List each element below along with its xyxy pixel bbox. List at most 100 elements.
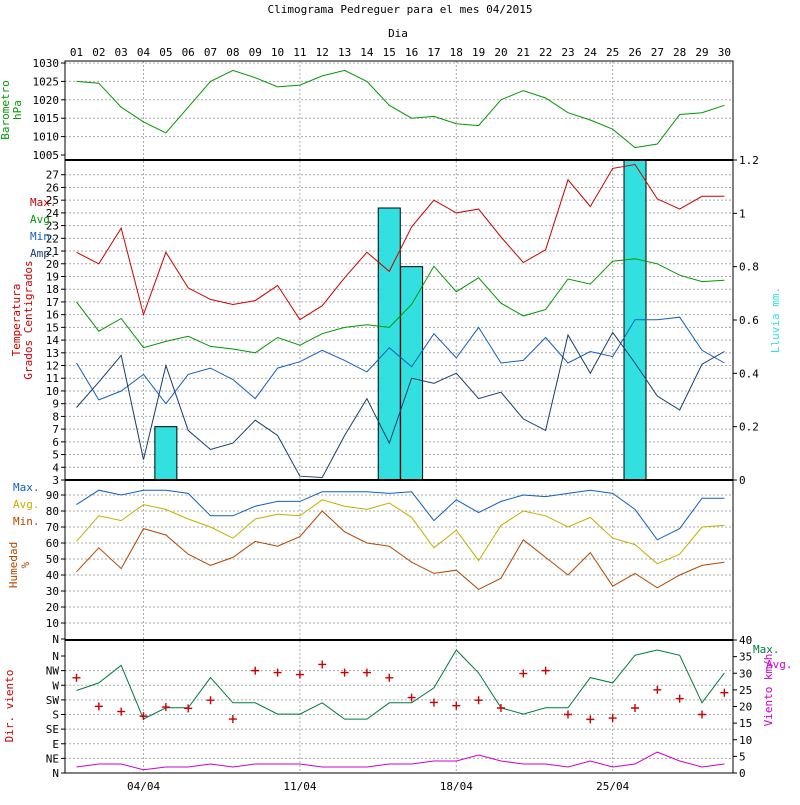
tick-label: 14	[46, 334, 60, 347]
tick-label: 15	[739, 717, 752, 730]
tick-label: 13	[46, 347, 59, 360]
tick-label: 90	[46, 489, 59, 502]
day-label: 11	[293, 46, 306, 59]
temp-legend-entry: Min.	[30, 230, 57, 243]
wind-direction-marker	[675, 694, 684, 703]
tick-label: 35	[739, 651, 752, 664]
series-lines-layer	[72, 69, 729, 771]
tick-label: 30	[46, 585, 59, 598]
wind-direction-marker	[474, 696, 483, 705]
tick-label: 26	[46, 181, 59, 194]
tick-label: 1.2	[739, 154, 759, 167]
tick-label: 21	[46, 245, 59, 258]
wind-line-avg	[76, 751, 725, 771]
day-label: 30	[718, 46, 731, 59]
humidity-axis-label: Humedad	[7, 542, 20, 588]
tick-label: 1025	[33, 75, 60, 88]
day-label: 20	[494, 46, 507, 59]
barometer-line	[76, 69, 725, 149]
wind-direction-axis-label: Dir. viento	[3, 670, 16, 743]
day-label: 24	[584, 46, 598, 59]
wind-direction-marker	[631, 704, 639, 712]
day-label: 12	[316, 46, 329, 59]
rain-axis-label: Lluvia mm.	[769, 287, 782, 353]
temp-legend-entry: Avg.	[30, 213, 57, 226]
tick-label: W	[52, 679, 59, 692]
tick-label: 17	[46, 296, 59, 309]
labels-layer: 01 02 03 04 05 06 07 08 09 10 11 12 13 14 15 16 17 18 19 20…	[0, 46, 793, 793]
tick-label: 18	[46, 283, 59, 296]
day-label: 27	[651, 46, 664, 59]
day-label: 21	[517, 46, 530, 59]
day-label: 15	[383, 46, 396, 59]
top-axis-label: Dia	[388, 27, 408, 40]
day-label: 04	[137, 46, 151, 59]
tick-label: 1030	[33, 57, 60, 70]
tick-label: 40	[46, 569, 59, 582]
tick-label: 50	[46, 553, 59, 566]
day-label: 07	[204, 46, 217, 59]
tick-label: 15	[46, 321, 59, 334]
tick-label: 0.8	[739, 261, 759, 274]
rain-bar	[154, 426, 178, 481]
tick-label: 20	[739, 701, 752, 714]
day-label: 25	[606, 46, 619, 59]
humidity-legend-entry: Min.	[13, 515, 40, 528]
day-label: 29	[695, 46, 708, 59]
wind-direction-marker	[563, 710, 572, 719]
tick-label: SW	[46, 694, 60, 707]
tick-label: 1015	[33, 112, 60, 125]
wind-legend-entry: Avg.	[766, 658, 793, 671]
day-label: 06	[182, 46, 195, 59]
wind-direction-marker	[184, 704, 193, 713]
tick-label: NW	[46, 665, 60, 678]
day-label: 23	[561, 46, 574, 59]
date-label: 11/04	[283, 780, 316, 793]
panel-frames-layer	[61, 60, 737, 774]
tick-label: E	[52, 738, 59, 751]
day-label: 03	[115, 46, 128, 59]
wind-direction-marker	[698, 710, 707, 719]
humidity-line-avg	[76, 499, 725, 565]
tick-label: 27	[46, 169, 59, 182]
rain-bars-layer	[154, 159, 647, 481]
tick-label: 25	[46, 194, 59, 207]
tick-label: 7	[52, 423, 59, 436]
temp-legend-entry: Max.	[30, 196, 57, 209]
day-label: 19	[472, 46, 485, 59]
tick-label: 1005	[33, 149, 60, 162]
day-label: 14	[360, 46, 374, 59]
tick-label: 23	[46, 220, 59, 233]
tick-label: N	[52, 650, 59, 663]
tick-label: 5	[739, 750, 746, 763]
tick-label: N	[52, 633, 59, 646]
wind-direction-marker	[273, 668, 282, 677]
tick-label: 3	[52, 474, 59, 487]
tick-label: 80	[46, 505, 59, 518]
tick-label: 0	[739, 474, 746, 487]
panel-frame	[64, 479, 734, 641]
wind-direction-marker	[340, 668, 349, 677]
wind-direction-marker	[429, 698, 438, 707]
tick-label: 40	[739, 634, 752, 647]
day-label: 09	[249, 46, 262, 59]
wind-direction-marker	[608, 714, 617, 723]
tick-label: 0.6	[739, 314, 759, 327]
tick-label: 16	[46, 309, 59, 322]
date-label: 04/04	[127, 780, 160, 793]
humidity-line-max	[76, 489, 725, 541]
tick-label: 20	[46, 258, 59, 271]
wind-legend-entry: Max.	[753, 643, 780, 656]
chart-title: Climograma Pedreguer para el mes 04/2015	[268, 3, 533, 16]
wind-direction-marker	[94, 702, 103, 711]
wind-direction-marker	[251, 666, 260, 675]
tick-label: 22	[46, 232, 59, 245]
wind-direction-marker	[362, 668, 371, 677]
wind-line-max	[76, 649, 725, 720]
humidity-legend-entry: Avg.	[13, 498, 40, 511]
wind-direction-marker	[452, 701, 461, 710]
temp-line-avg	[76, 258, 725, 354]
day-label: 26	[628, 46, 641, 59]
